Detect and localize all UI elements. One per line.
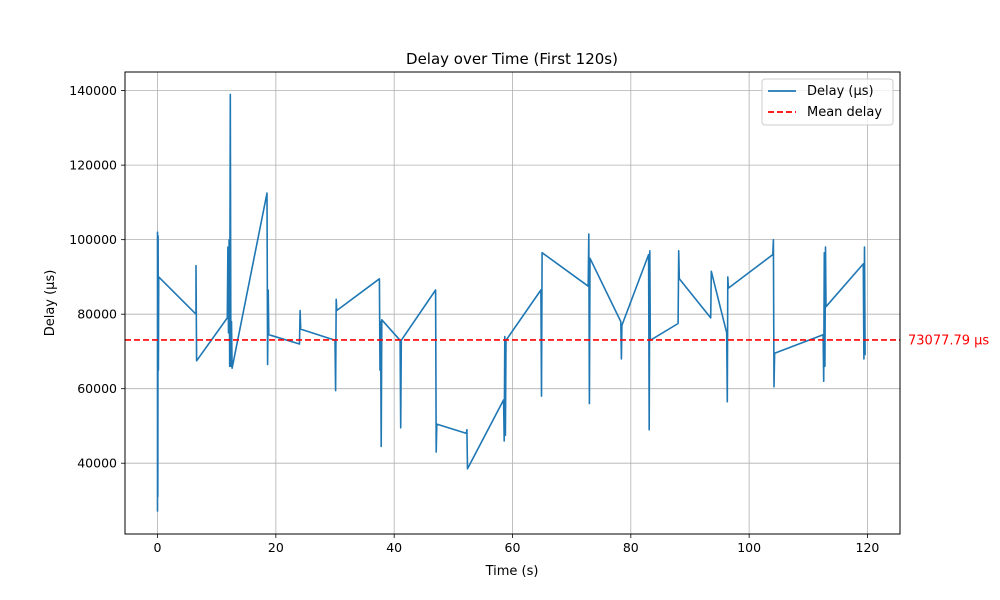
x-tick-label: 120: [856, 540, 880, 555]
chart-title: Delay over Time (First 120s): [406, 50, 618, 68]
y-tick-label: 40000: [77, 456, 117, 471]
y-tick-label: 120000: [69, 158, 117, 173]
x-tick-label: 100: [737, 540, 761, 555]
x-tick-label: 40: [386, 540, 402, 555]
y-tick-label: 140000: [69, 83, 117, 98]
y-tick-label: 80000: [77, 307, 117, 322]
y-tick-label: 60000: [77, 381, 117, 396]
delay-series-line: [156, 93, 866, 512]
x-tick-label: 60: [505, 540, 521, 555]
x-tick-label: 20: [268, 540, 284, 555]
legend-label-mean: Mean delay: [807, 105, 882, 120]
x-axis-label: Time (s): [485, 564, 539, 579]
x-tick-label: 80: [623, 540, 639, 555]
y-tick-label: 100000: [69, 232, 117, 247]
axis-ticks: 0 20 40 60 80 100 120 40000 60000 80000 100000 1200…: [69, 83, 879, 555]
y-axis-label: Delay (µs): [43, 270, 58, 337]
series-layer: [125, 93, 900, 512]
legend-label-delay: Delay (µs): [807, 84, 874, 99]
x-tick-label: 0: [154, 540, 162, 555]
grid-lines: [125, 72, 900, 534]
mean-delay-annotation: 73077.79 µs: [908, 334, 989, 349]
legend: Delay (µs) Mean delay: [761, 78, 894, 126]
